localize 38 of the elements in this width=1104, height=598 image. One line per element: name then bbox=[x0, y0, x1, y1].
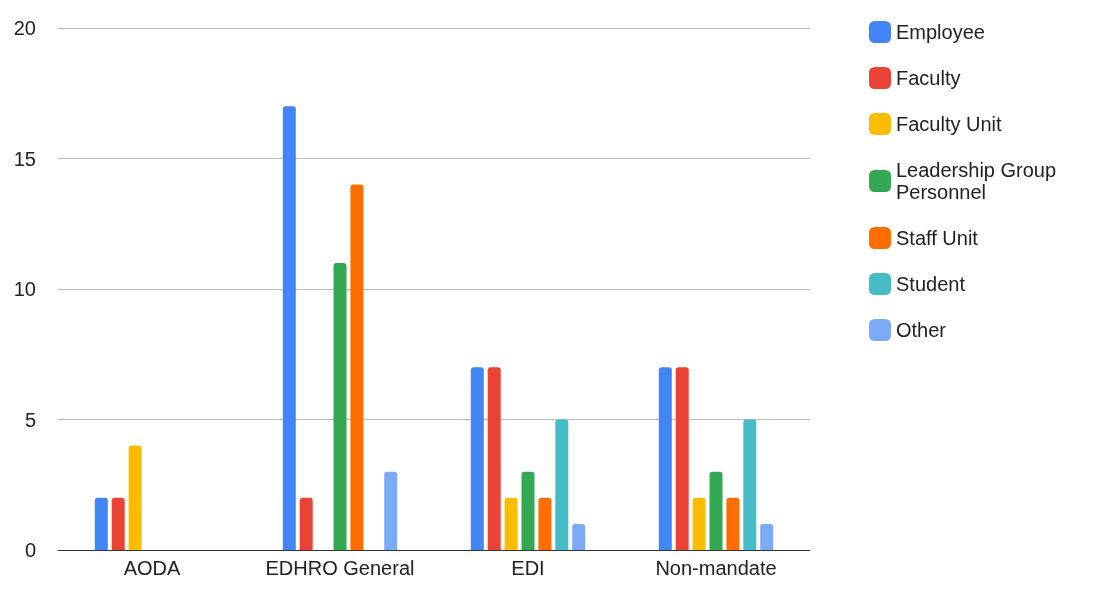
bar bbox=[384, 471, 398, 550]
y-tick-label: 0 bbox=[24, 539, 36, 561]
bar bbox=[350, 184, 364, 550]
legend-label: Student bbox=[896, 273, 966, 295]
bar bbox=[555, 419, 569, 550]
bar bbox=[538, 497, 552, 550]
x-tick-label: EDHRO General bbox=[265, 557, 415, 579]
bar bbox=[504, 497, 518, 550]
bar bbox=[487, 367, 501, 550]
legend-label: Faculty Unit bbox=[896, 113, 1003, 135]
bar bbox=[282, 106, 296, 550]
legend-label: Leadership Group Personnel bbox=[896, 159, 1062, 203]
legend-label: Other bbox=[896, 319, 947, 341]
y-tick-label: 15 bbox=[13, 147, 36, 170]
bar bbox=[692, 497, 706, 550]
y-tick-label: 5 bbox=[24, 408, 36, 431]
bar bbox=[726, 497, 740, 550]
bar bbox=[94, 497, 108, 550]
bar bbox=[299, 497, 313, 550]
bar bbox=[521, 471, 535, 550]
x-tick-label: EDI bbox=[511, 557, 545, 579]
bar bbox=[743, 419, 757, 550]
bar bbox=[572, 523, 586, 550]
bar bbox=[760, 523, 774, 550]
bar bbox=[675, 367, 689, 550]
legend-label: Staff Unit bbox=[896, 227, 979, 249]
y-tick-label: 20 bbox=[13, 17, 36, 39]
bar bbox=[470, 367, 484, 550]
bar bbox=[709, 471, 723, 550]
x-tick-label: Non-mandate bbox=[655, 557, 777, 579]
legend-label: Employee bbox=[896, 21, 985, 43]
y-tick-label: 10 bbox=[13, 278, 36, 300]
bar bbox=[128, 445, 142, 550]
x-tick-label: AODA bbox=[123, 557, 181, 579]
legend-label: Faculty bbox=[896, 67, 961, 89]
bar bbox=[658, 367, 672, 550]
bar bbox=[333, 262, 347, 550]
bar bbox=[111, 497, 125, 550]
